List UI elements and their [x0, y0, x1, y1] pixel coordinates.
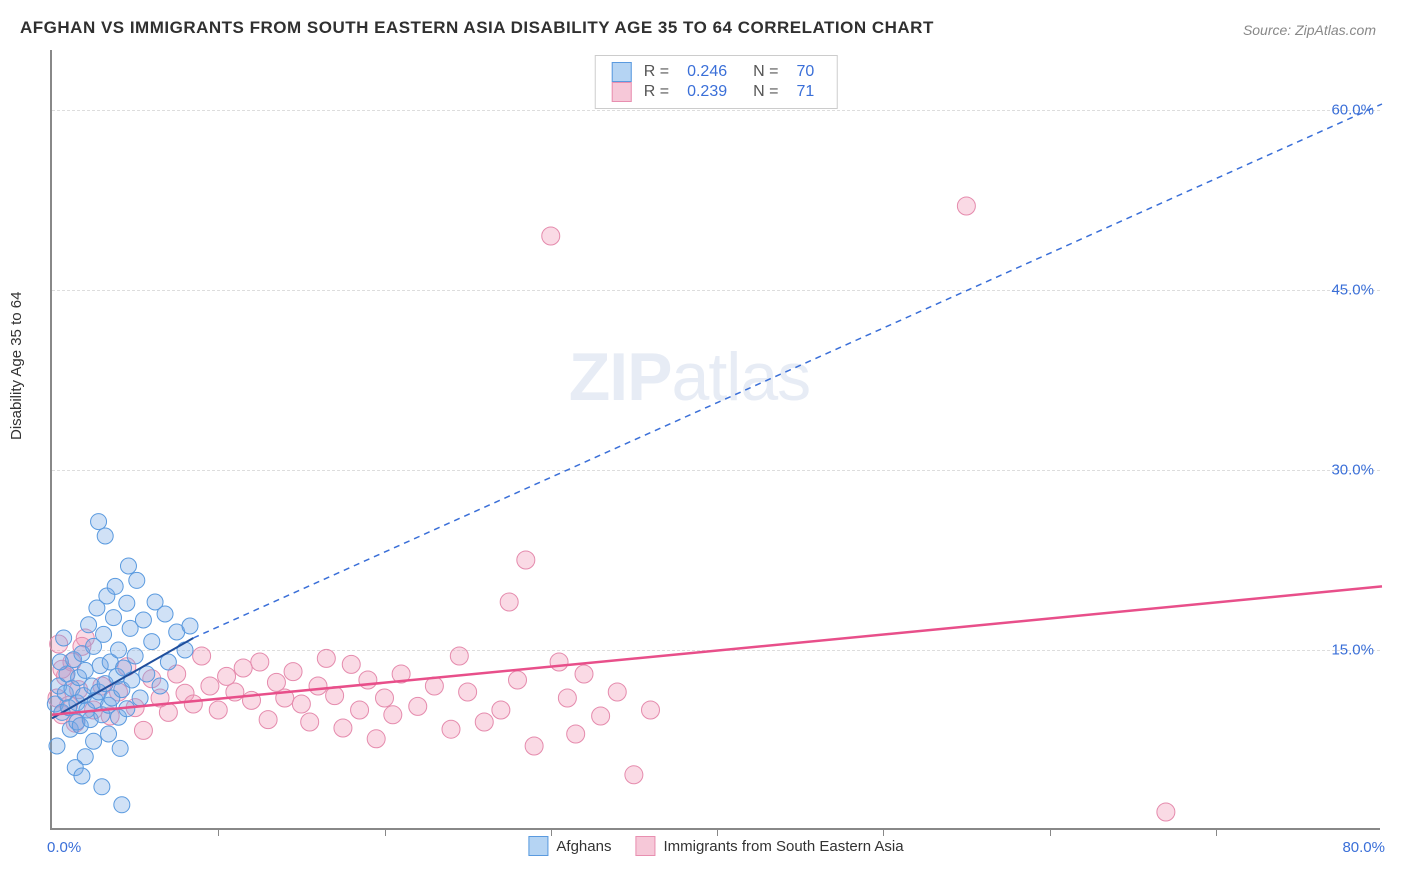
legend-item-immigrants: Immigrants from South Eastern Asia: [635, 836, 903, 856]
source-credit: Source: ZipAtlas.com: [1243, 22, 1376, 38]
bottom-legend: Afghans Immigrants from South Eastern As…: [528, 836, 903, 856]
stats-row-immigrants: R = 0.239 N = 71: [612, 82, 821, 102]
y-axis-label: Disability Age 35 to 64: [8, 292, 25, 440]
swatch-immigrants: [612, 82, 632, 102]
swatch-immigrants-icon: [635, 836, 655, 856]
stats-row-afghans: R = 0.246 N = 70: [612, 62, 821, 82]
chart-title: AFGHAN VS IMMIGRANTS FROM SOUTH EASTERN …: [20, 18, 934, 38]
legend-item-afghans: Afghans: [528, 836, 611, 856]
scatter-svg: [52, 50, 1380, 828]
swatch-afghans: [612, 62, 632, 82]
plot-area: ZIPatlas 15.0%30.0%45.0%60.0% 0.0% 80.0%…: [50, 50, 1380, 830]
x-max-label: 80.0%: [1342, 839, 1385, 856]
swatch-afghans-icon: [528, 836, 548, 856]
stats-legend: R = 0.246 N = 70 R = 0.239 N = 71: [595, 55, 838, 109]
x-min-label: 0.0%: [47, 839, 81, 856]
